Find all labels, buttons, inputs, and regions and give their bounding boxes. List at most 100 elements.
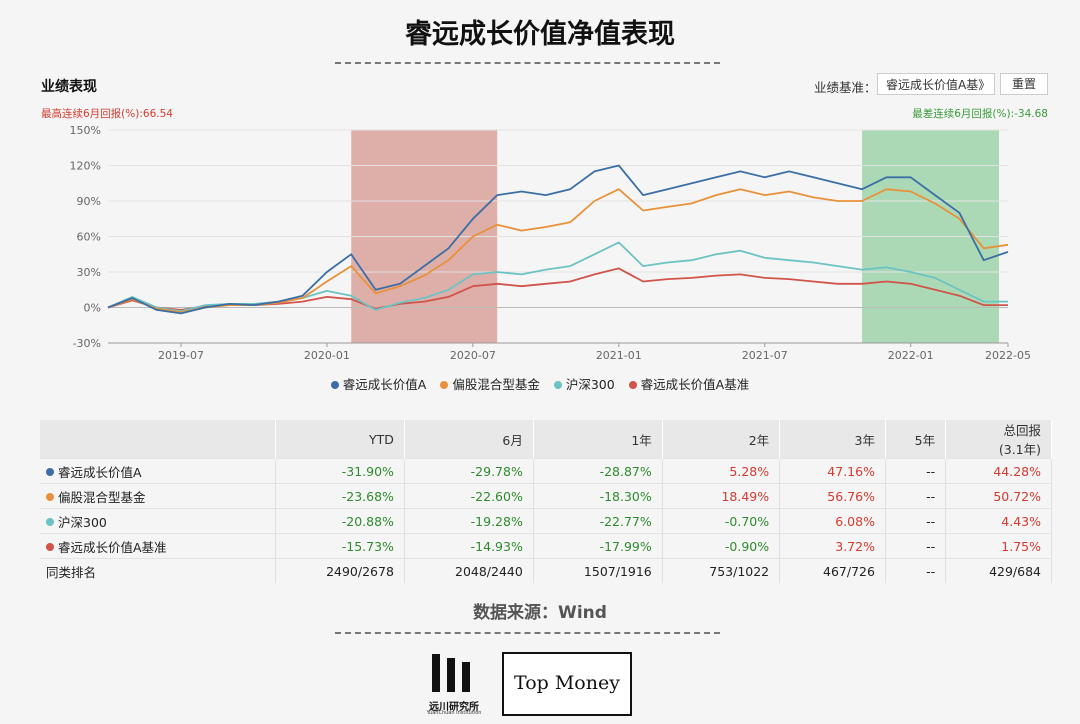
y-tick-label: 30% [77,266,101,279]
legend-item-csi300[interactable]: 沪深300 [553,374,615,393]
row-label: 同类排名 [46,564,97,580]
yuanchuan-sub: YuanChuan Institution [426,710,482,716]
table-row: 沪深300 -20.88% -19.28% -22.77% -0.70% 6.08% -- 4… [40,508,1052,534]
y-tick-label: 150% [70,124,101,137]
legend-dot [628,380,637,389]
table-cell: -20.88% [275,508,405,534]
legend-label: 睿远成长价值A [342,377,427,392]
section-title: 业绩表现 [41,79,97,95]
table-cell: 3.72% [779,533,886,559]
table-header-name [40,420,276,459]
table-header-6m: 6月 [404,420,534,459]
x-axis: 2019-07 2020-01 2020-07 2021-01 2021-07 2022-… [108,342,1031,362]
csi300-line [107,241,1008,313]
table-cell: -31.90% [275,458,405,484]
table-cell: -22.60% [404,483,534,509]
table-header-3y: 3年 [779,420,886,459]
benchmark-label: 业绩基准： [814,80,877,95]
row-label: 睿远成长价值A基准 [58,539,167,555]
table-cell: -14.93% [404,533,534,559]
row-name: 睿远成长价值A基准 [40,533,276,559]
table-cell: -- [885,483,947,509]
x-tick-label: 2019-07 [158,349,204,362]
row-dot [46,493,54,501]
table-cell: 56.76% [779,483,886,509]
data-source: 数据来源：Wind [473,603,607,623]
yuanchuan-name: 远川研究所 [429,702,479,713]
legend-label: 偏股混合型基金 [452,377,540,392]
table-cell: 18.49% [662,483,781,509]
row-name: 同类排名 [40,558,276,583]
x-tick-label: 2020-07 [450,349,496,362]
table-row: 睿远成长价值A基准 -15.73% -14.93% -17.99% -0.90% 3.72… [40,533,1052,559]
y-tick-label: -30% [73,337,101,350]
table-cell: -0.70% [662,508,781,534]
topmoney-text: Top Money [514,672,620,694]
performance-table: YTD 6月 1年 2年 3年 5年 总回报 (3.1年) 睿远成长价值A -31.… [40,420,1052,583]
legend-item-fund[interactable]: 睿远成长价值A [330,374,427,393]
y-tick-label: 120% [70,160,101,173]
x-tick-label: 2021-01 [596,349,642,362]
table-cell: 4.43% [945,508,1052,534]
table-cell: 1507/1916 [533,558,663,583]
reset-button[interactable]: 重置 [1000,73,1048,95]
legend-dot [440,380,449,389]
table-header-ytd: YTD [275,420,405,459]
table-header-5y: 5年 [885,420,947,459]
row-dot [46,518,54,526]
table-cell: 5.28% [662,458,781,484]
y-tick-label: 0% [84,302,101,315]
chart-legend: 睿远成长价值A 偏股混合型基金 沪深300 睿远成长价值A基准 [0,374,1080,393]
table-cell: 1.75% [945,533,1052,559]
row-label: 偏股混合型基金 [58,489,146,505]
row-name: 偏股混合型基金 [40,483,276,509]
table-cell: 47.16% [779,458,886,484]
y-tick-label: 60% [77,231,101,244]
row-label: 沪深300 [58,514,107,530]
table-header-row: YTD 6月 1年 2年 3年 5年 总回报 (3.1年) [40,420,1052,459]
row-dot [46,468,54,476]
table-cell: -28.87% [533,458,663,484]
best-6m-value: 66.54 [142,108,173,120]
table-header-total: 总回报 (3.1年) [945,420,1052,459]
x-tick-label: 2021-07 [742,349,788,362]
x-tick-label: 2020-01 [304,349,350,362]
y-tick-label: 90% [77,195,101,208]
row-dot [46,543,54,551]
legend-dot [553,380,562,389]
table-cell: -- [885,558,947,583]
table-cell: -0.90% [662,533,781,559]
title-divider [335,62,720,64]
topmoney-logo: Top Money [502,652,632,716]
table-cell: -22.77% [533,508,663,534]
table-cell: -29.78% [404,458,534,484]
table-cell: -19.28% [404,508,534,534]
table-row: 睿远成长价值A -31.90% -29.78% -28.87% 5.28% 47.16% -… [40,458,1052,484]
legend-item-bench[interactable]: 睿远成长价值A基准 [628,374,749,393]
table-cell: 2490/2678 [275,558,405,583]
best-6m-label: 最高连续6月回报(%): [41,108,143,120]
nav-line-chart[interactable]: -30%0%30%60%90%120%150% 2019-07 2020-01 20… [0,0,1080,370]
table-cell: 429/684 [945,558,1052,583]
benchmark-select[interactable]: 睿远成长价值A基》 [877,73,995,95]
table-cell: -18.30% [533,483,663,509]
legend-item-peer[interactable]: 偏股混合型基金 [440,374,540,393]
page-title: 睿远成长价值净值表现 [405,19,675,50]
table-cell: -- [885,508,947,534]
table-cell: 44.28% [945,458,1052,484]
row-label: 睿远成长价值A [58,464,142,480]
table-header-1y: 1年 [533,420,663,459]
chart-lines [107,164,1009,315]
fund-line [107,164,1009,315]
worst-6m-value: -34.68 [1014,108,1048,120]
table-cell: 2048/2440 [404,558,534,583]
table-cell: 6.08% [779,508,886,534]
row-name: 沪深300 [40,508,276,534]
best-6m-return: 最高连续6月回报(%):66.54 [41,106,173,121]
x-tick-label: 2022-05 [985,349,1031,362]
legend-label: 沪深300 [565,377,615,392]
table-cell: -- [885,458,947,484]
table-cell: -- [885,533,947,559]
worst-6m-return: 最差连续6月回报(%):-34.68 [912,106,1048,121]
table-header-2y: 2年 [662,420,781,459]
